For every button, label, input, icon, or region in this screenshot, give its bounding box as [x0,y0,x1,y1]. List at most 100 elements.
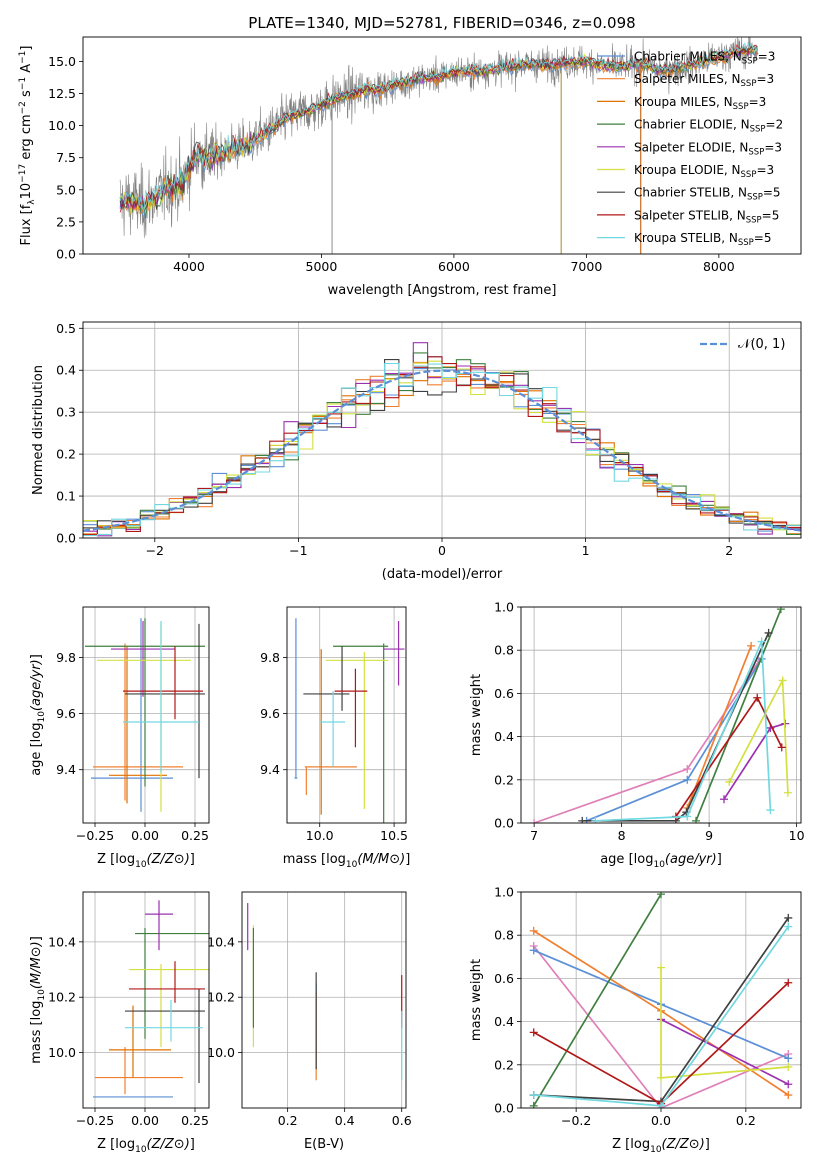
weight-line-8 [595,641,772,822]
tick-label-y: 0.2 [494,772,514,787]
legend-subscript: SSP [742,57,758,67]
weight-marker-5 [657,1073,665,1082]
label-part: −1 [18,51,28,64]
tick-label-x: 0 [438,543,446,558]
label-part: ] [717,852,722,867]
legend-entry-6: Chabrier STELIB, NSSP=5 [634,186,781,203]
model-line-5 [119,45,758,215]
y-axis-label: age [log10(age/yr)] [29,654,47,776]
weight-marker-7 [784,978,793,987]
tick-label-y: 0.0 [494,1101,514,1116]
weight-marker-2 [530,819,539,823]
weight-marker-3 [692,816,700,823]
tick-label-y: 10.2 [207,990,235,1005]
weight-marker-7 [777,743,786,752]
tick-label-x: −0.25 [76,828,114,843]
label-part: log [634,852,654,867]
tick-label-y: 12.5 [48,86,76,101]
tick-label-x: 0.0 [651,1113,671,1128]
label-part: erg cm [19,114,34,163]
label-subscript: 10 [653,860,665,870]
label-part: ] [190,1137,195,1152]
tick-label-x: 4000 [173,259,205,274]
weight-marker-1 [529,926,538,935]
weight-marker-3 [776,607,785,614]
axes-frame [241,891,407,1109]
label-part: Flux [f [19,204,34,245]
weight-marker-4 [784,1080,793,1089]
label-subscript: 10 [37,989,47,1001]
tick-label-y: 9.6 [56,706,76,721]
weight-marker-5 [783,788,792,797]
tick-label-y: 0.2 [56,447,76,462]
tick-label-x: 8000 [703,259,735,274]
legend-entry-8: Kroupa STELIB, NSSP=5 [634,231,772,248]
panel-weight_vs_Z: −0.2 0.0 0.2 0.0 0.2 0.4 0.6 0.8 1.0 Z [log10(Z/Z… [469,885,802,1155]
tick-label-x: 7000 [570,259,602,274]
label-part: log [630,1137,650,1152]
weight-marker-6 [764,628,773,637]
weight-marker-5 [657,963,665,972]
label-part: (age/yr) [665,852,717,867]
weight-marker-0 [784,1054,793,1063]
label-part: ] [29,654,44,659]
legend-text: Kroupa MILES, N [634,95,733,109]
y-axis-label: mass [log10(M/M⊙)] [29,936,47,1064]
legend-text: Salpeter STELIB, N [634,208,746,222]
weight-marker-8 [766,806,775,815]
legend-text: =5 [762,208,780,222]
tick-label-y: 9.8 [56,650,76,665]
axes-frame [82,606,210,824]
plot-area [119,37,759,254]
weight-marker-4 [720,795,728,804]
label-part: (Z/Z⊙) [662,1137,705,1152]
label-part: −1 [18,77,28,90]
label-part: λ [27,199,37,205]
x-axis-label: wavelength [Angstrom, rest frame] [328,283,557,298]
tick-label-y: 0.4 [494,1014,514,1029]
weight-marker-8 [683,812,692,821]
legend-text: Salpeter ELODIE, N [634,140,748,154]
tick-label-y: 0.6 [494,971,514,986]
axes-frame [82,891,210,1109]
y-axis-label: Flux [fλ10−17 erg cm−2 s−1 A−1] [18,46,37,246]
legend-text: Salpeter MILES, N [634,72,741,86]
weight-marker-7 [529,1028,538,1037]
weight-line-1 [686,645,752,809]
tick-label-y: 0.8 [494,928,514,943]
x-axis-label: Z [log10(Z/Z⊙)] [612,1137,710,1155]
legend-subscript: SSP [733,102,749,112]
legend-subscript: SSP [747,193,763,203]
weight-marker-5 [725,777,734,786]
label-part: Z [ [97,1137,115,1152]
tick-label-y: 10.4 [48,934,76,949]
tick-label-x: 0.6 [392,1113,412,1128]
weight-marker-0 [683,775,692,784]
tick-label-x: 6000 [438,259,470,274]
legend-text: =2 [766,118,784,132]
weight-line-6 [582,632,770,822]
tick-label-x: 0.2 [736,1113,756,1128]
tick-label-y: 10.4 [207,934,235,949]
axes-frame [520,891,802,1109]
label-part: log [115,852,135,867]
legend-subscript: SSP [738,238,754,248]
x-axis-label: Z [log10(Z/Z⊙)] [97,852,195,870]
label-part: Z [ [97,852,115,867]
tick-label-y: 1.0 [494,600,514,615]
weight-line-3 [695,608,782,822]
plot-area [529,892,793,1108]
y-axis-label: mass weight [469,959,484,1041]
label-part: age [ [600,852,633,867]
legend-entry-5: Kroupa ELODIE, NSSP=3 [634,163,774,180]
panel-mass_vs_ebv: 0.2 0.4 0.6 10.0 10.2 10.4 E(B-V) [207,891,412,1152]
legend-text: =3 [764,140,782,154]
weight-marker-8 [591,816,600,823]
tick-label-x: 1 [582,543,590,558]
label-subscript: 10 [346,860,358,870]
tick-label-y: 9.4 [56,762,76,777]
weight-line-2 [533,945,789,1108]
weight-marker-2 [683,765,692,773]
